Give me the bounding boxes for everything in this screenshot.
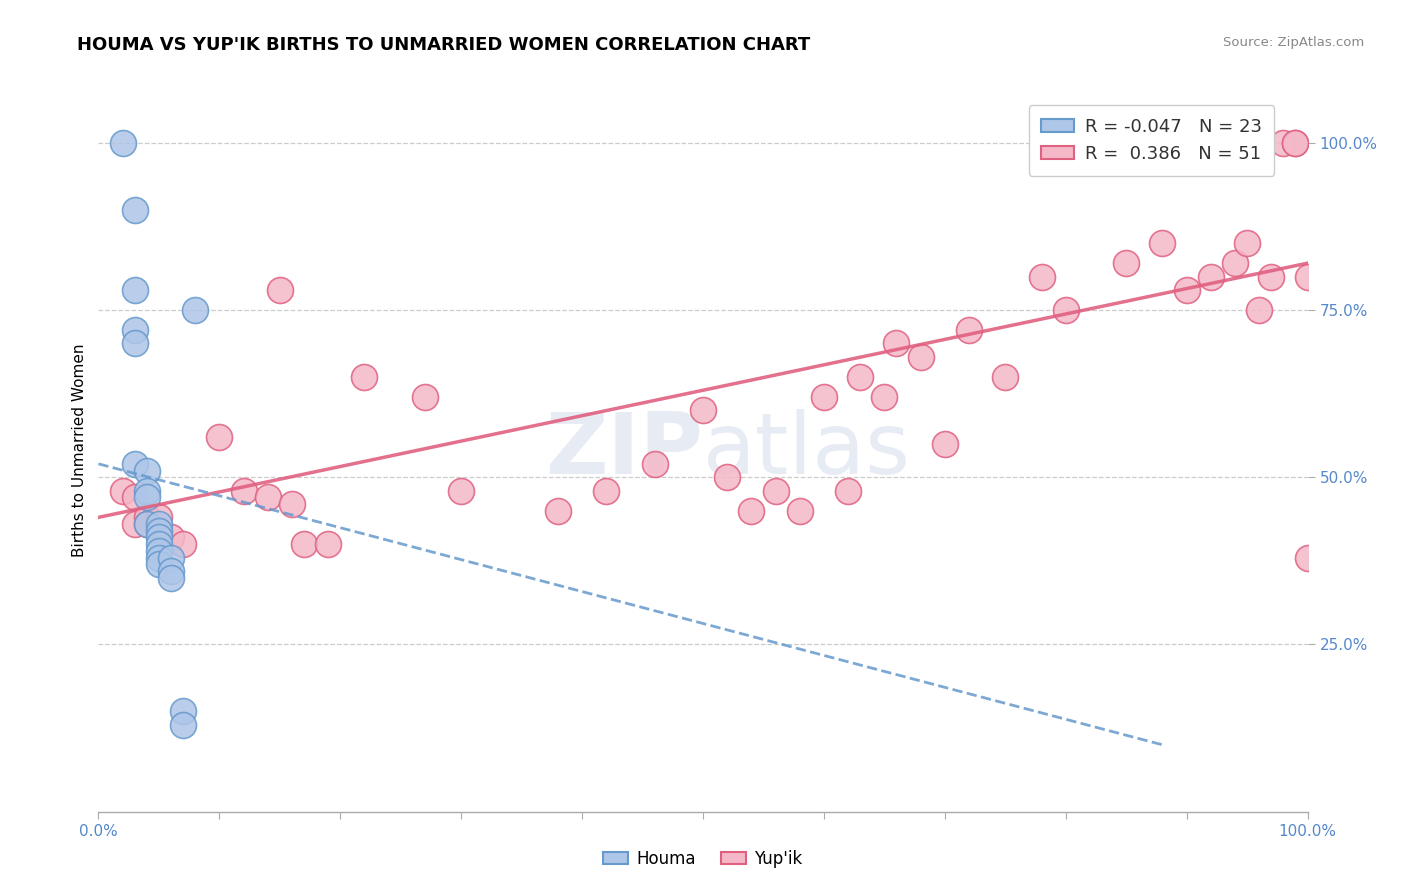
Text: atlas: atlas <box>703 409 911 492</box>
Point <box>292 537 315 551</box>
Y-axis label: Births to Unmarried Women: Births to Unmarried Women <box>72 343 87 558</box>
Point <box>172 705 194 719</box>
Point <box>1272 136 1295 150</box>
Point <box>1199 269 1222 284</box>
Point <box>281 497 304 511</box>
Point <box>124 283 146 297</box>
Point <box>135 483 157 498</box>
Point <box>160 564 183 578</box>
Point <box>269 283 291 297</box>
Text: ZIP: ZIP <box>546 409 703 492</box>
Point <box>1054 303 1077 318</box>
Point <box>1152 236 1174 251</box>
Point <box>1115 256 1137 270</box>
Point <box>716 470 738 484</box>
Point <box>124 323 146 337</box>
Point <box>148 530 170 544</box>
Point <box>124 517 146 532</box>
Point <box>111 136 134 150</box>
Point <box>160 550 183 565</box>
Point <box>160 571 183 585</box>
Legend: Houma, Yup'ik: Houma, Yup'ik <box>596 844 810 875</box>
Point <box>765 483 787 498</box>
Point <box>148 517 170 532</box>
Point <box>849 369 872 384</box>
Point <box>837 483 859 498</box>
Point <box>813 390 835 404</box>
Point <box>124 202 146 217</box>
Point <box>135 510 157 524</box>
Point <box>135 491 157 505</box>
Point <box>873 390 896 404</box>
Point <box>172 717 194 731</box>
Point <box>644 457 666 471</box>
Point <box>595 483 617 498</box>
Point <box>1236 236 1258 251</box>
Point <box>1296 550 1319 565</box>
Point <box>148 510 170 524</box>
Point <box>1031 269 1053 284</box>
Point <box>1284 136 1306 150</box>
Point <box>148 537 170 551</box>
Point <box>1260 269 1282 284</box>
Point <box>135 517 157 532</box>
Point <box>886 336 908 351</box>
Point <box>256 491 278 505</box>
Point <box>1223 256 1246 270</box>
Point <box>148 524 170 538</box>
Point <box>124 336 146 351</box>
Point <box>135 464 157 478</box>
Legend: R = -0.047   N = 23, R =  0.386   N = 51: R = -0.047 N = 23, R = 0.386 N = 51 <box>1029 105 1274 176</box>
Point <box>124 491 146 505</box>
Point <box>316 537 339 551</box>
Point <box>148 550 170 565</box>
Point <box>1249 303 1271 318</box>
Text: HOUMA VS YUP'IK BIRTHS TO UNMARRIED WOMEN CORRELATION CHART: HOUMA VS YUP'IK BIRTHS TO UNMARRIED WOME… <box>77 36 811 54</box>
Point <box>994 369 1017 384</box>
Point <box>208 430 231 444</box>
Point <box>413 390 436 404</box>
Point <box>910 350 932 364</box>
Point <box>1296 269 1319 284</box>
Point <box>148 524 170 538</box>
Point <box>934 436 956 450</box>
Text: Source: ZipAtlas.com: Source: ZipAtlas.com <box>1223 36 1364 49</box>
Point <box>172 537 194 551</box>
Point <box>1175 283 1198 297</box>
Point <box>547 503 569 517</box>
Point <box>135 517 157 532</box>
Point <box>232 483 254 498</box>
Point <box>789 503 811 517</box>
Point <box>148 557 170 572</box>
Point <box>450 483 472 498</box>
Point <box>111 483 134 498</box>
Point <box>184 303 207 318</box>
Point <box>148 543 170 558</box>
Point <box>740 503 762 517</box>
Point <box>124 457 146 471</box>
Point <box>160 530 183 544</box>
Point <box>957 323 980 337</box>
Point <box>692 403 714 417</box>
Point <box>353 369 375 384</box>
Point <box>1284 136 1306 150</box>
